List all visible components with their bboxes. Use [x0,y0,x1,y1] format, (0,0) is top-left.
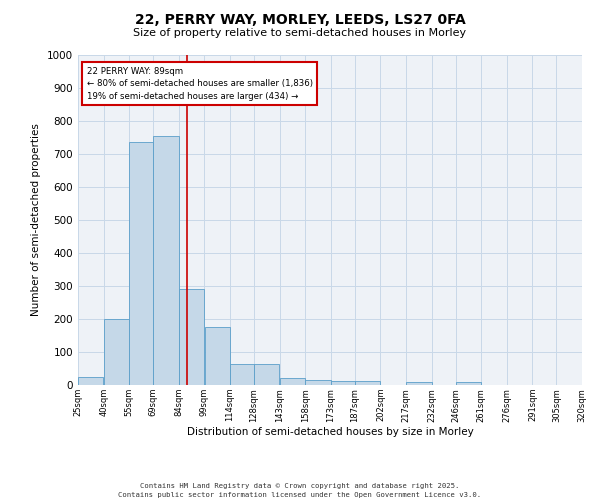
Text: 22, PERRY WAY, MORLEY, LEEDS, LS27 0FA: 22, PERRY WAY, MORLEY, LEEDS, LS27 0FA [134,12,466,26]
Y-axis label: Number of semi-detached properties: Number of semi-detached properties [31,124,41,316]
Bar [305,380,331,385]
Bar [406,382,431,385]
Bar [104,319,129,385]
Text: 22 PERRY WAY: 89sqm
← 80% of semi-detached houses are smaller (1,836)
19% of sem: 22 PERRY WAY: 89sqm ← 80% of semi-detach… [86,66,313,100]
Bar [154,136,179,385]
Bar [331,381,355,385]
Bar [205,327,230,385]
X-axis label: Distribution of semi-detached houses by size in Morley: Distribution of semi-detached houses by … [187,427,473,437]
Bar [78,377,103,385]
Text: Size of property relative to semi-detached houses in Morley: Size of property relative to semi-detach… [133,28,467,38]
Bar [130,142,153,385]
Bar [254,364,280,385]
Bar [456,382,481,385]
Text: Contains HM Land Registry data © Crown copyright and database right 2025.
Contai: Contains HM Land Registry data © Crown c… [118,483,482,498]
Bar [355,381,380,385]
Bar [230,364,254,385]
Bar [179,290,204,385]
Bar [280,378,305,385]
